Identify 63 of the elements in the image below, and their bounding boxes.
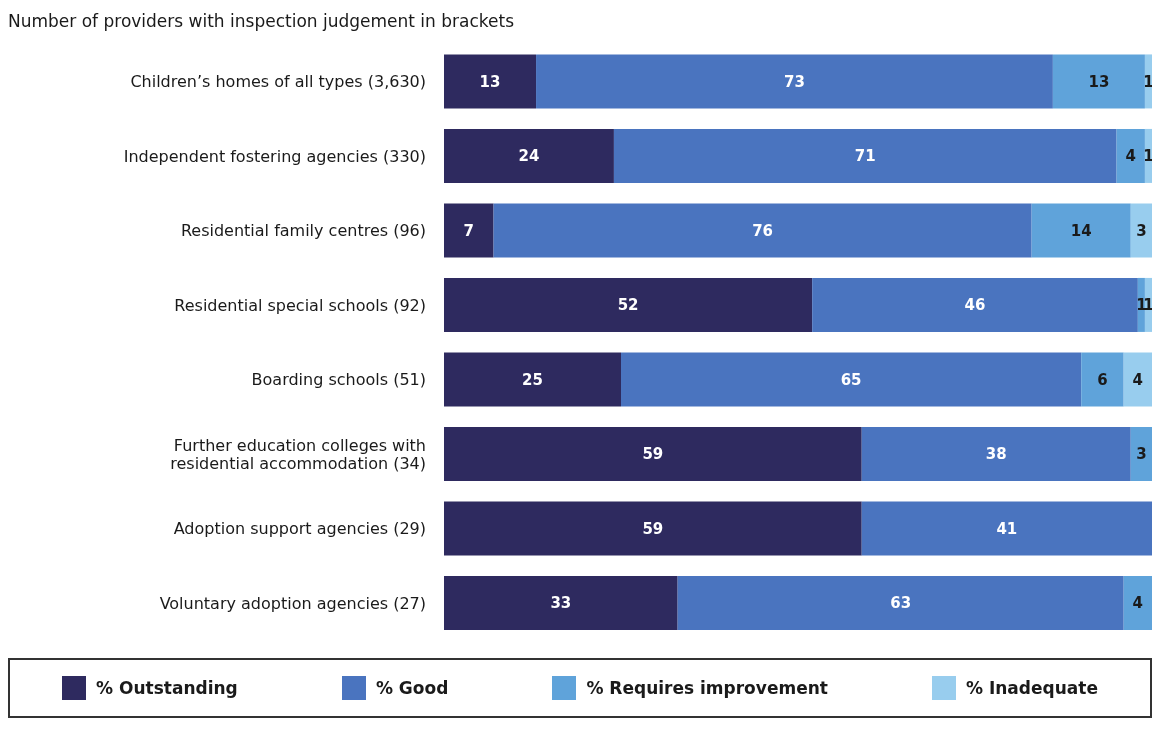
- data-label: 13: [1088, 72, 1110, 91]
- bar: [677, 575, 1124, 630]
- data-label: 3: [1136, 445, 1147, 464]
- bar: [861, 426, 1131, 481]
- data-label: 4: [1132, 370, 1144, 389]
- data-label: 52: [617, 296, 639, 315]
- bar: [444, 501, 862, 556]
- data-label: 1: [1143, 72, 1154, 91]
- bar: [861, 501, 1152, 556]
- legend-label: % Requires improvement: [586, 678, 828, 698]
- y-tick-label: Children’s homes of all types (3,630): [130, 71, 426, 91]
- data-label: 63: [890, 594, 912, 613]
- y-tick-label: Boarding schools (51): [251, 369, 426, 389]
- bar: [1052, 54, 1145, 109]
- bar: [621, 352, 1082, 407]
- data-label: 25: [522, 370, 543, 389]
- legend-label: % Outstanding: [96, 678, 238, 698]
- bar: [613, 128, 1117, 183]
- y-tick-label: Independent fostering agencies (330): [123, 146, 426, 166]
- bar: [812, 277, 1138, 332]
- bar: [444, 128, 614, 183]
- data-label: 3: [1136, 221, 1147, 240]
- bar: [444, 352, 621, 407]
- y-tick-label: Residential special schools (92): [174, 295, 426, 315]
- data-label: 7: [463, 221, 474, 240]
- y-tick-label: Further education colleges with residential accommodation (34): [170, 435, 426, 473]
- data-label: 59: [642, 445, 664, 464]
- data-label: 71: [854, 147, 876, 166]
- data-label: 76: [752, 221, 774, 240]
- y-tick-label: Adoption support agencies (29): [173, 518, 426, 538]
- data-label: 73: [784, 72, 805, 91]
- bar: [1123, 575, 1152, 630]
- data-label: 59: [642, 519, 664, 538]
- legend-label: % Inadequate: [965, 678, 1098, 698]
- bar: [444, 203, 494, 258]
- y-tick-label: Voluntary adoption agencies (27): [159, 593, 426, 613]
- legend-label: % Good: [375, 678, 449, 698]
- text: Number of providers with inspection judgement in brackets: [8, 10, 516, 33]
- data-label: 46: [964, 296, 986, 315]
- bar: [493, 203, 1032, 258]
- data-label: 13: [479, 72, 501, 91]
- bar: [444, 277, 813, 332]
- data-label: 1: [1143, 147, 1154, 166]
- data-label: 38: [985, 445, 1007, 464]
- data-label: 4: [1132, 594, 1144, 613]
- bar: [444, 575, 678, 630]
- data-label: 33: [550, 594, 572, 613]
- bar: [536, 54, 1053, 109]
- bar: [1130, 203, 1152, 258]
- data-label: 65: [840, 370, 862, 389]
- bar: [1116, 128, 1145, 183]
- data-label: 41: [996, 519, 1018, 538]
- bar: [1130, 426, 1152, 481]
- data-label: 14: [1070, 221, 1092, 240]
- bar: [1081, 352, 1124, 407]
- y-tick-label: Residential family centres (96): [180, 220, 426, 240]
- bar: [444, 426, 862, 481]
- data-label: 4: [1125, 147, 1136, 166]
- bar: [1031, 203, 1131, 258]
- data-label: 24: [518, 147, 540, 166]
- bar: [444, 54, 537, 109]
- bar: [1123, 352, 1152, 407]
- data-label: 6: [1097, 370, 1108, 389]
